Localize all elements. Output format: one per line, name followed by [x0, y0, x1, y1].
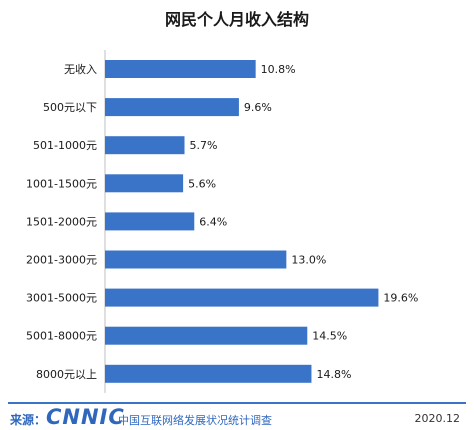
- category-tick-label: 8000元以上: [36, 368, 97, 381]
- bar-value-label: 10.8%: [261, 63, 296, 76]
- bar-chart: 无收入 10.8% 500元以下 9.6% 501-1000元 5.7% 1001-1500…: [26, 49, 418, 393]
- source-org-name: 中国互联网络发展状况统计调查: [118, 414, 272, 427]
- bar: [105, 136, 185, 155]
- category-tick-label: 1001-1500元: [26, 177, 97, 190]
- bar: [105, 250, 287, 269]
- bar-value-label: 14.8%: [316, 368, 351, 381]
- category-tick-label: 500元以下: [43, 101, 97, 114]
- bar: [105, 98, 239, 117]
- bar: [105, 212, 195, 231]
- chart-title: 网民个人月收入结构: [164, 10, 309, 29]
- footer-divider: [8, 402, 466, 404]
- cnnic-logo: CNNIC: [46, 405, 125, 429]
- category-tick-label: 1501-2000元: [26, 215, 97, 228]
- bar-value-label: 14.5%: [312, 330, 347, 343]
- bar: [105, 364, 312, 383]
- category-tick-label: 无收入: [64, 62, 97, 76]
- bar: [105, 326, 308, 345]
- bar-value-label: 6.4%: [199, 215, 227, 228]
- bar-value-label: 5.6%: [188, 177, 216, 190]
- bar: [105, 288, 379, 307]
- bar-value-label: 9.6%: [244, 101, 272, 114]
- bar: [105, 174, 184, 193]
- source-date: 2020.12: [414, 412, 461, 425]
- bar-value-label: 5.7%: [190, 139, 218, 152]
- bar: [105, 60, 256, 78]
- source-label: 来源：: [10, 413, 47, 427]
- category-tick-label: 3001-5000元: [26, 292, 97, 305]
- category-tick-label: 5001-8000元: [26, 330, 97, 343]
- bar-value-label: 13.0%: [291, 254, 326, 267]
- category-tick-label: 501-1000元: [33, 139, 97, 152]
- bar-value-label: 19.6%: [383, 292, 418, 305]
- category-tick-label: 2001-3000元: [26, 254, 97, 267]
